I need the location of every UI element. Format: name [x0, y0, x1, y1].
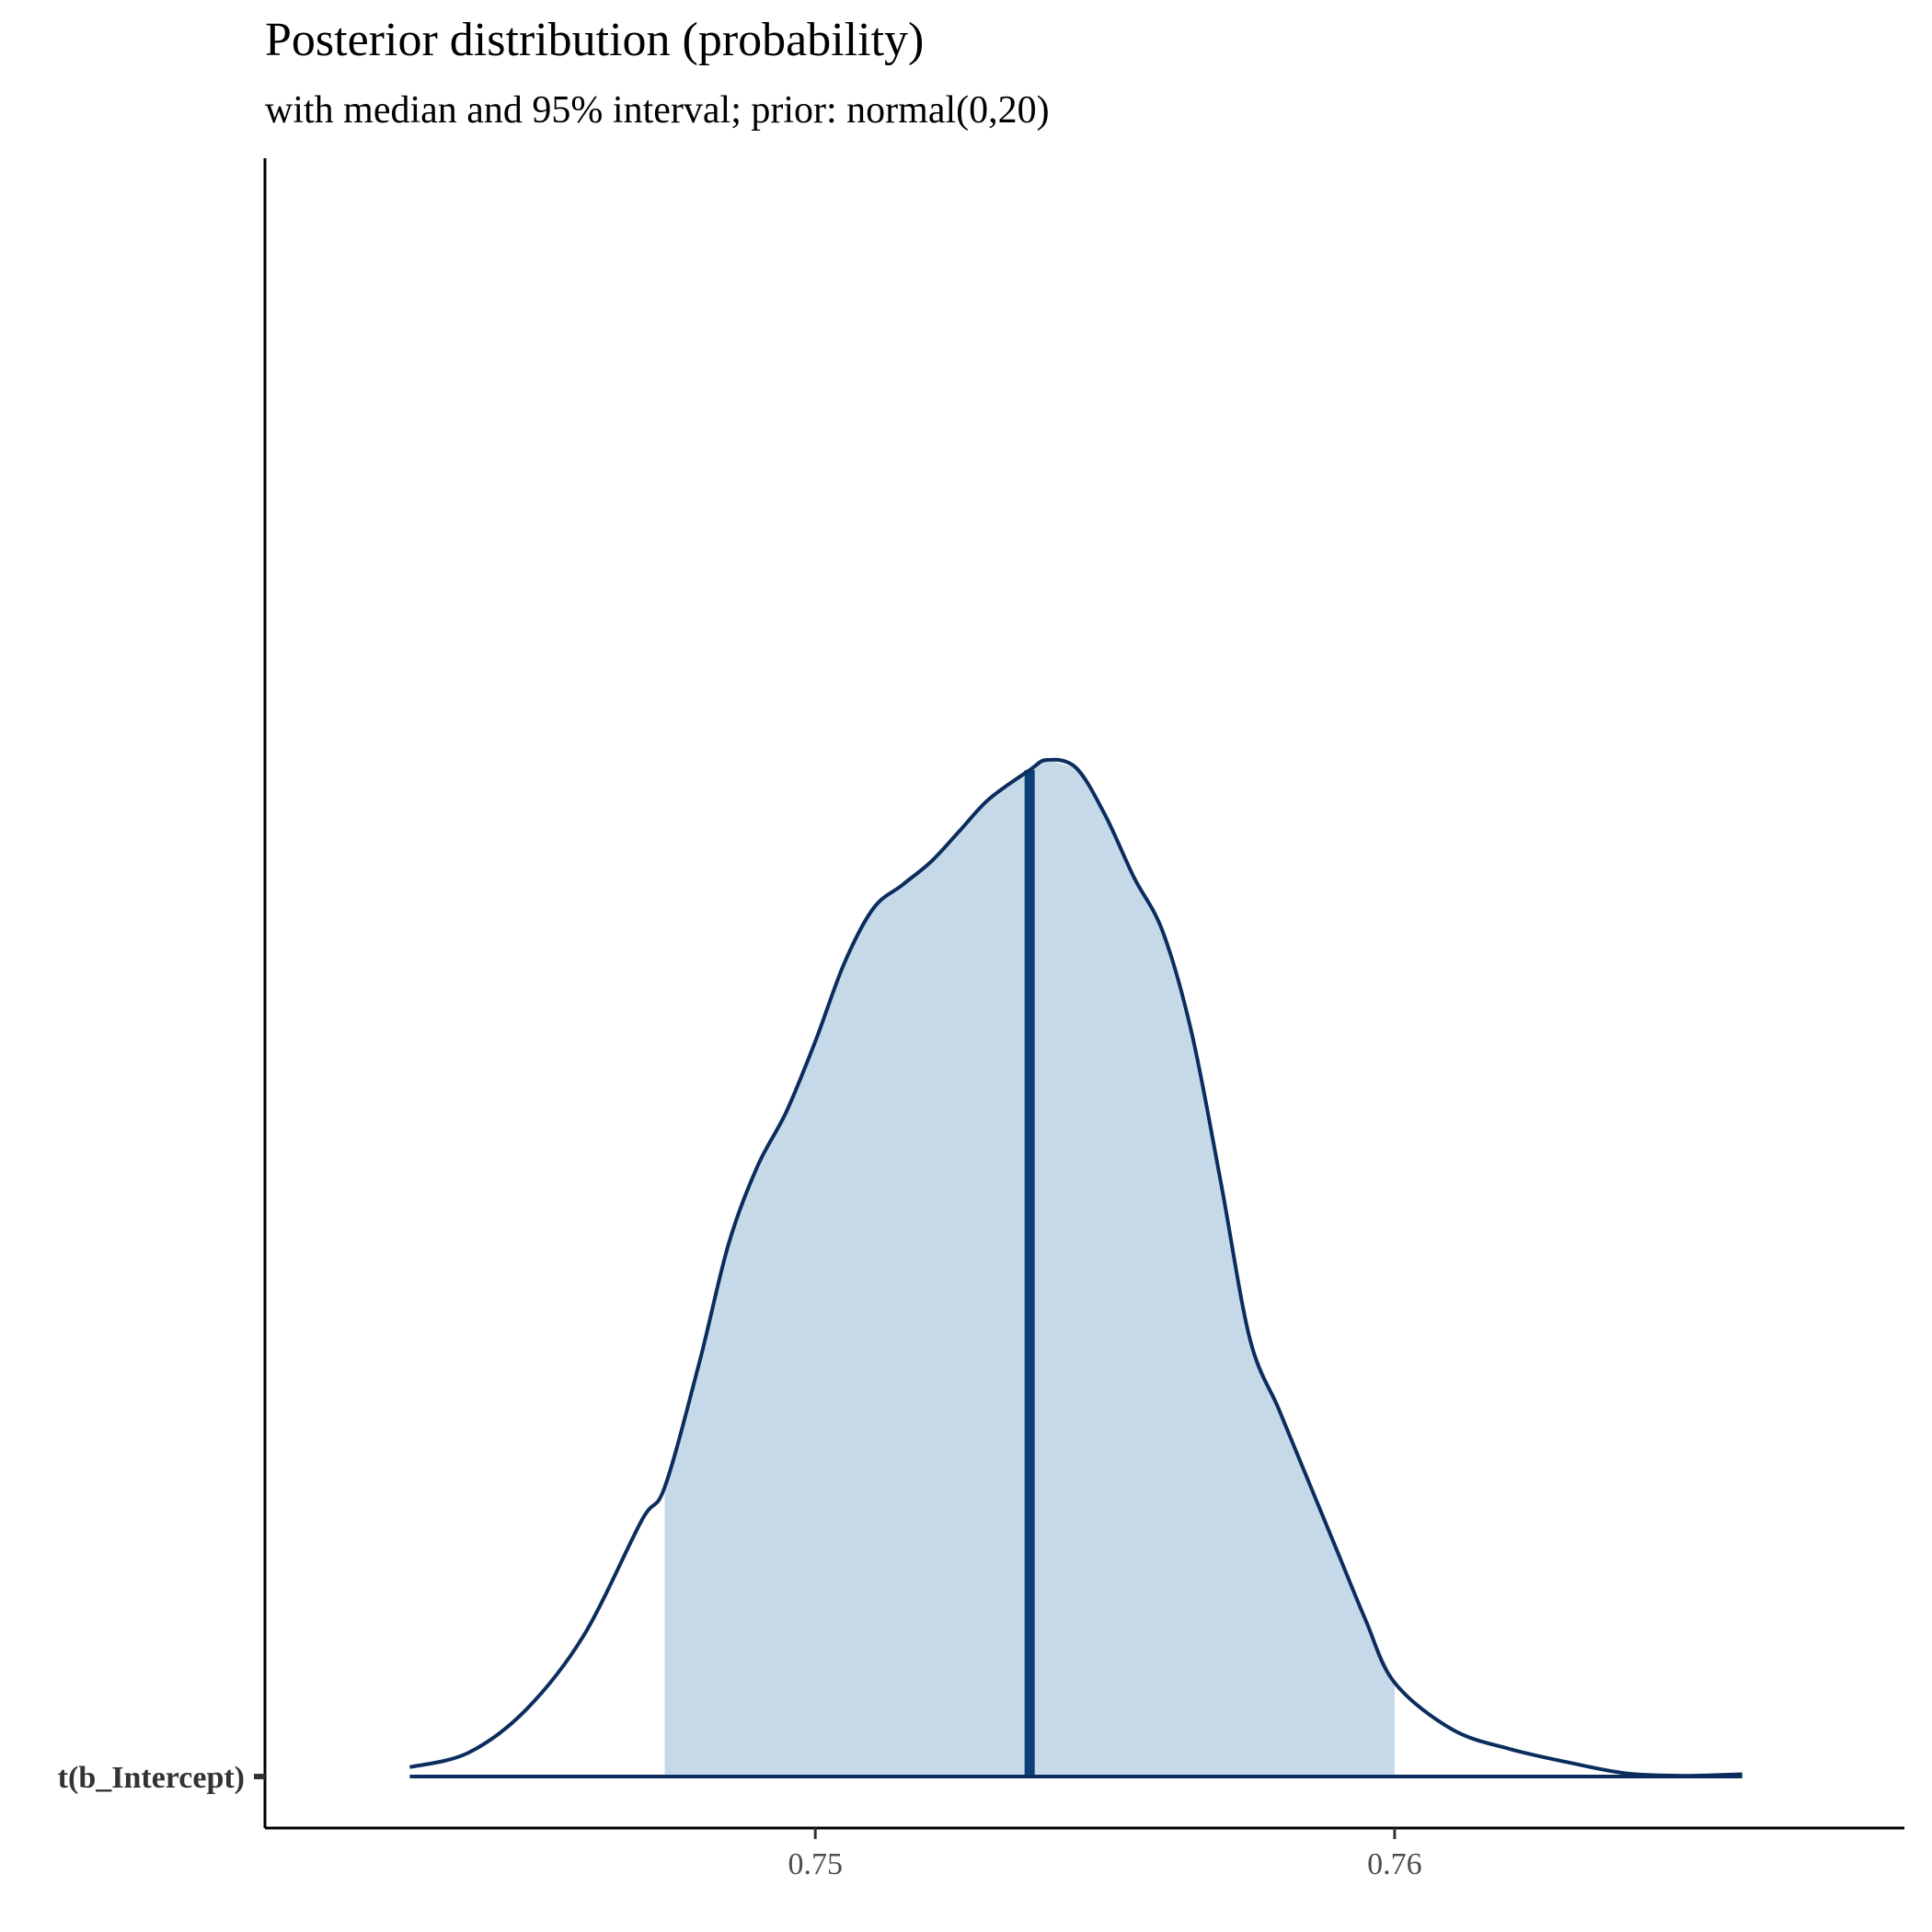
chart-title: Posterior distribution (probability) [265, 14, 925, 66]
x-tick-label: 0.76 [1367, 1847, 1422, 1881]
density-outline [408, 757, 1742, 1778]
x-tick-label: 0.75 [788, 1847, 843, 1881]
x-axis-ticks: 0.75 0.76 [788, 1828, 1422, 1881]
parameter-label: t(b_Intercept) [58, 1761, 245, 1795]
chart-subtitle: with median and 95% interval; prior: nor… [265, 89, 1050, 132]
